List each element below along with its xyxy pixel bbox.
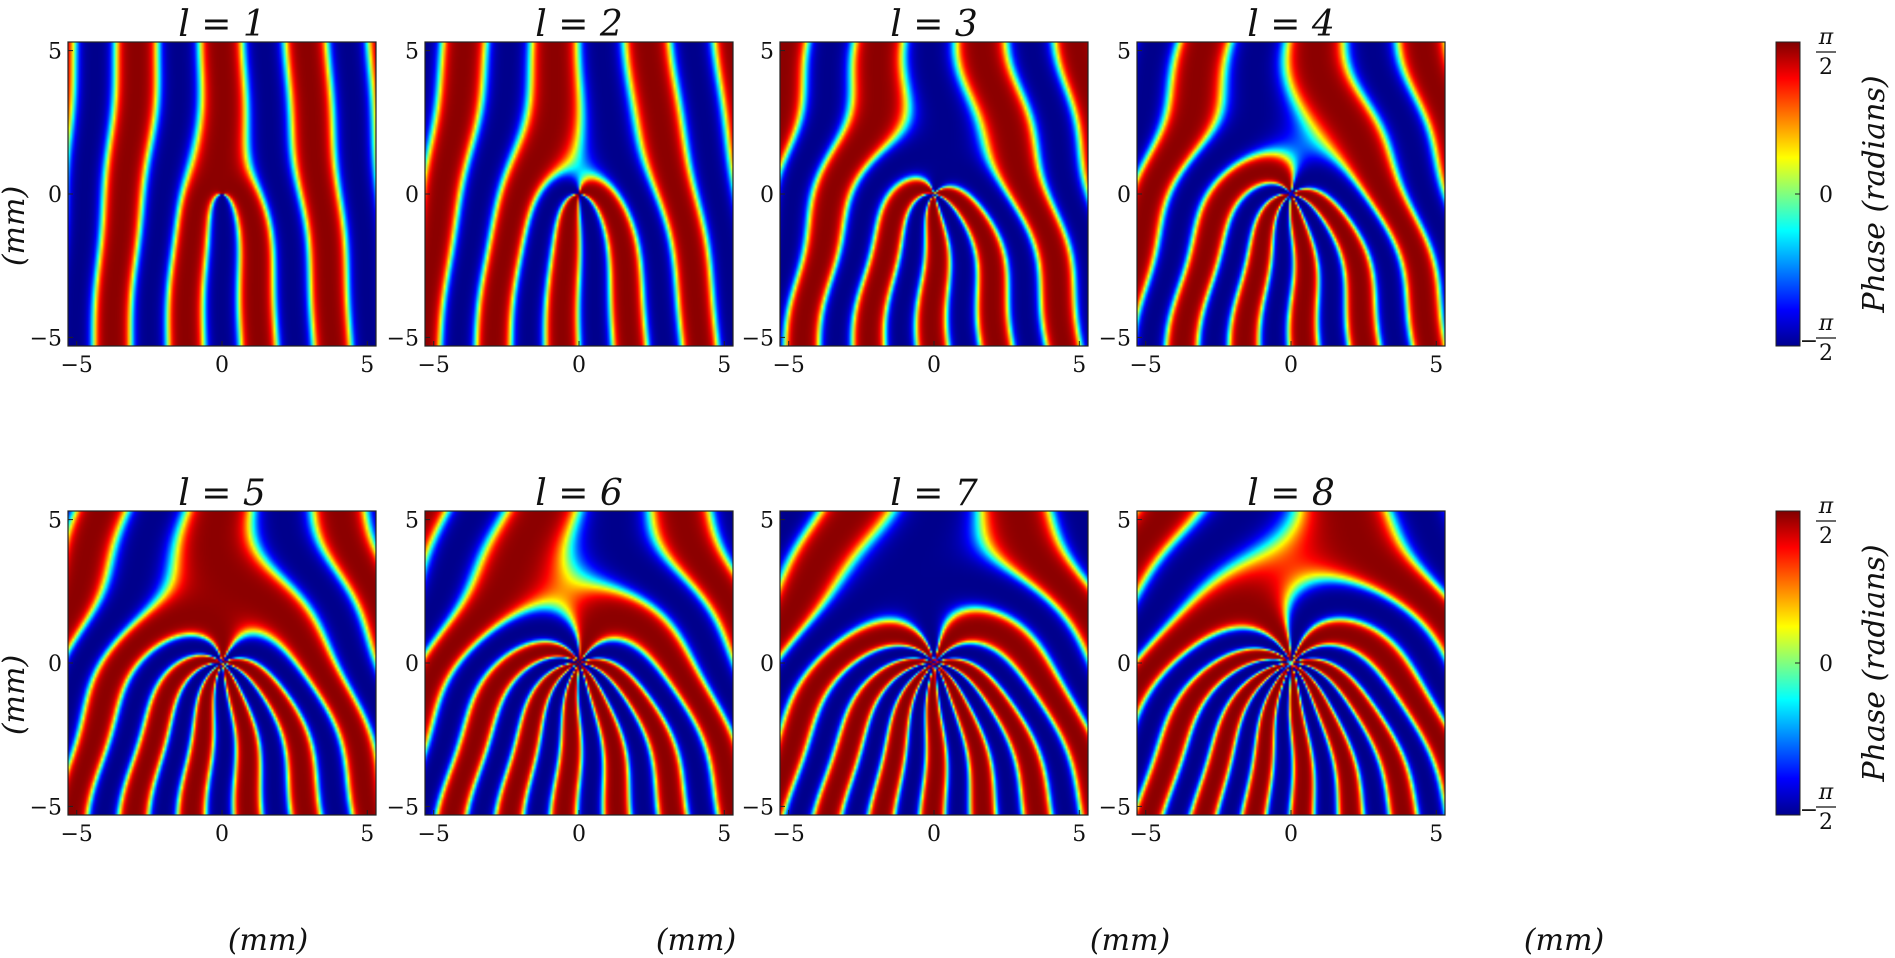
x-tick-label: −5 [417, 353, 449, 378]
x-tick-label: −5 [60, 822, 92, 847]
x-axis-label-2: (mm) [656, 923, 736, 958]
x-tick-label: 5 [717, 822, 731, 847]
colorbar-label: Phase (radians) [1857, 544, 1892, 782]
shared-labels: (mm) (mm) (mm) (mm) (mm) (mm) [0, 186, 1604, 958]
y-tick-label: 0 [48, 652, 62, 677]
phase-heatmap-1 [68, 42, 376, 346]
colorbar-minus-sign: − [1800, 329, 1818, 354]
x-tick-label: 0 [1284, 822, 1298, 847]
phase-panel-6: l = 6 −5 0 5 5 0 −5 [387, 473, 734, 847]
colorbar-tick-label-bottom-den: 2 [1819, 341, 1833, 366]
x-tick-label: 0 [927, 822, 941, 847]
phase-heatmap-5 [68, 511, 376, 815]
colorbar-tick-label-bottom-den: 2 [1819, 810, 1833, 835]
y-tick-label: 5 [48, 509, 62, 534]
y-tick-label: −5 [742, 795, 774, 820]
y-tick-label: 5 [760, 509, 774, 534]
phase-heatmap-8 [1137, 511, 1445, 815]
x-tick-label: 0 [1284, 353, 1298, 378]
colorbar-tick-label-bottom: π [1818, 780, 1834, 805]
x-tick-label: −5 [60, 353, 92, 378]
y-tick-label: 5 [1117, 40, 1131, 65]
x-tick-label: 5 [360, 822, 374, 847]
x-axis-label-3: (mm) [1090, 923, 1170, 958]
phase-panel-5: l = 5 −5 0 5 5 0 −5 [30, 473, 377, 847]
colorbar-tick-label-bottom: π [1818, 311, 1834, 336]
panel-title-3: l = 3 [890, 4, 977, 45]
y-tick-label: −5 [30, 795, 62, 820]
phase-panel-7: l = 7 −5 0 5 5 0 −5 [742, 473, 1089, 847]
colorbar-minus-sign: − [1800, 798, 1818, 823]
x-tick-label: 5 [1429, 822, 1443, 847]
y-tick-label: 0 [48, 183, 62, 208]
x-tick-label: −5 [1129, 353, 1161, 378]
phase-panel-2: l = 2 −5 0 5 5 0 −5 [387, 4, 734, 378]
colorbar-label: Phase (radians) [1857, 75, 1892, 313]
y-tick-label: −5 [1099, 795, 1131, 820]
x-tick-label: 5 [1072, 822, 1086, 847]
y-axis-label-top: (mm) [0, 186, 32, 266]
panel-title-7: l = 7 [890, 473, 978, 514]
x-tick-label: −5 [772, 822, 804, 847]
phase-panel-4: l = 4 −5 0 5 5 0 −5 [1099, 4, 1446, 378]
x-tick-label: 0 [215, 353, 229, 378]
y-tick-label: 0 [405, 183, 419, 208]
x-tick-label: −5 [1129, 822, 1161, 847]
x-tick-label: 5 [717, 353, 731, 378]
y-tick-label: −5 [30, 326, 62, 351]
y-tick-label: 5 [405, 40, 419, 65]
panel-title-2: l = 2 [535, 4, 622, 45]
y-tick-label: 0 [760, 652, 774, 677]
panel-title-4: l = 4 [1247, 4, 1334, 45]
x-axis-label-1: (mm) [228, 923, 308, 958]
x-tick-label: 0 [215, 822, 229, 847]
phase-heatmap-4 [1137, 42, 1445, 346]
x-tick-label: 5 [360, 353, 374, 378]
colorbar-tick-label-mid: 0 [1819, 183, 1833, 208]
colorbar-tick-label-mid: 0 [1819, 652, 1833, 677]
y-tick-label: −5 [1099, 326, 1131, 351]
panel-title-5: l = 5 [178, 473, 265, 514]
y-tick-label: 5 [1117, 509, 1131, 534]
y-tick-label: 0 [760, 183, 774, 208]
colorbar-tick-label-top-den: 2 [1819, 524, 1833, 549]
phase-panel-3: l = 3 −5 0 5 5 0 −5 [742, 4, 1089, 378]
y-tick-label: 0 [1117, 183, 1131, 208]
x-axis-label-4: (mm) [1524, 923, 1604, 958]
x-tick-label: −5 [772, 353, 804, 378]
y-tick-label: −5 [742, 326, 774, 351]
panel-title-6: l = 6 [535, 473, 622, 514]
y-tick-label: −5 [387, 795, 419, 820]
phase-panel-1: l = 1 −5 0 5 5 0 −5 [30, 4, 377, 378]
y-tick-label: 0 [1117, 652, 1131, 677]
y-axis-label-bottom: (mm) [0, 655, 32, 735]
colorbar-tick-label-top: π [1818, 25, 1834, 50]
phase-heatmap-7 [780, 511, 1088, 815]
x-tick-label: 5 [1072, 353, 1086, 378]
x-tick-label: 5 [1429, 353, 1443, 378]
y-tick-label: −5 [387, 326, 419, 351]
x-tick-label: −5 [417, 822, 449, 847]
y-tick-label: 5 [48, 40, 62, 65]
colorbar-tick-label-top-den: 2 [1819, 55, 1833, 80]
x-tick-label: 0 [572, 822, 586, 847]
panel-title-1: l = 1 [178, 4, 265, 45]
x-tick-label: 0 [572, 353, 586, 378]
y-tick-label: 0 [405, 652, 419, 677]
phase-heatmap-6 [425, 511, 733, 815]
panel-title-8: l = 8 [1247, 473, 1334, 514]
phase-heatmap-2 [425, 42, 733, 346]
x-tick-label: 0 [927, 353, 941, 378]
panels-layer: l = 1−5 0 550−5l = 2−5 0 550−5l = 3−5 0 550−5l… [30, 4, 1446, 847]
phase-heatmap-3 [780, 42, 1088, 346]
y-tick-label: 5 [760, 40, 774, 65]
phase-panel-8: l = 8 −5 0 5 5 0 −5 [1099, 473, 1446, 847]
colorbar-tick-label-top: π [1818, 494, 1834, 519]
y-tick-label: 5 [405, 509, 419, 534]
